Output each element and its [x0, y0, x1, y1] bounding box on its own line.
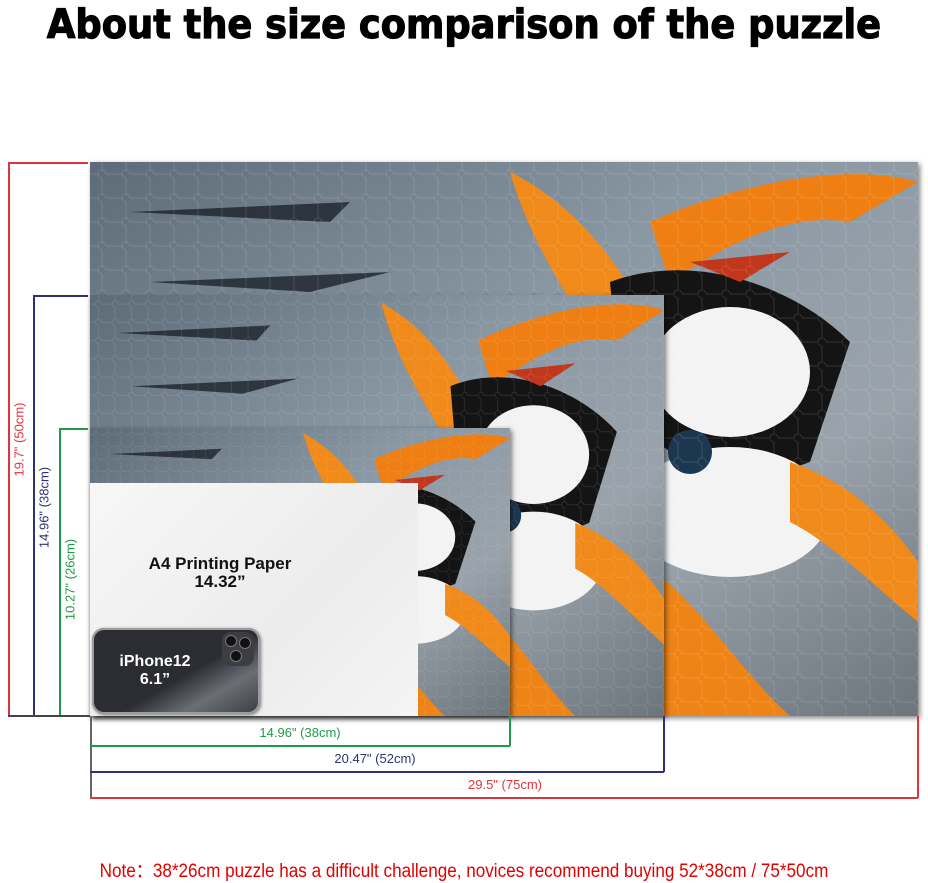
width-tick-medium [663, 716, 665, 772]
width-label-small: 14.96" (38cm) [259, 725, 341, 740]
camera-icon [222, 632, 254, 666]
width-left-line [90, 716, 92, 799]
width-label-medium: 20.47" (52cm) [334, 751, 416, 766]
a4-paper-title: A4 Printing Paper [148, 554, 292, 573]
height-tick-medium [33, 295, 88, 297]
width-line-large [90, 797, 918, 799]
height-label-large: 19.7" (50cm) [11, 402, 27, 477]
height-line-large [8, 162, 10, 716]
width-tick-small [509, 716, 511, 746]
width-label-large: 29.5" (75cm) [468, 777, 542, 792]
iphone-size: 6.1” [139, 671, 171, 688]
height-label-medium: 14.96" (38cm) [36, 466, 52, 549]
a4-paper-size: 14.32” [194, 572, 246, 591]
note-text: Note：38*26cm puzzle has a difficult chal… [99, 861, 829, 882]
height-line-small [59, 428, 61, 716]
width-line-small [90, 745, 510, 747]
a4-paper-label: A4 Printing Paper 14.32” [90, 555, 350, 591]
height-line-medium [33, 295, 35, 716]
width-tick-large [917, 716, 919, 798]
height-tick-large [8, 162, 88, 164]
page-title: About the size comparison of the puzzle [46, 1, 882, 48]
width-line-medium [90, 771, 664, 773]
height-label-small: 10.27" (26cm) [62, 538, 78, 621]
height-tick-small [59, 428, 88, 430]
baseline [8, 715, 90, 717]
iphone-label: iPhone12 6.1” [100, 653, 210, 689]
iphone-model: iPhone12 [119, 653, 191, 670]
